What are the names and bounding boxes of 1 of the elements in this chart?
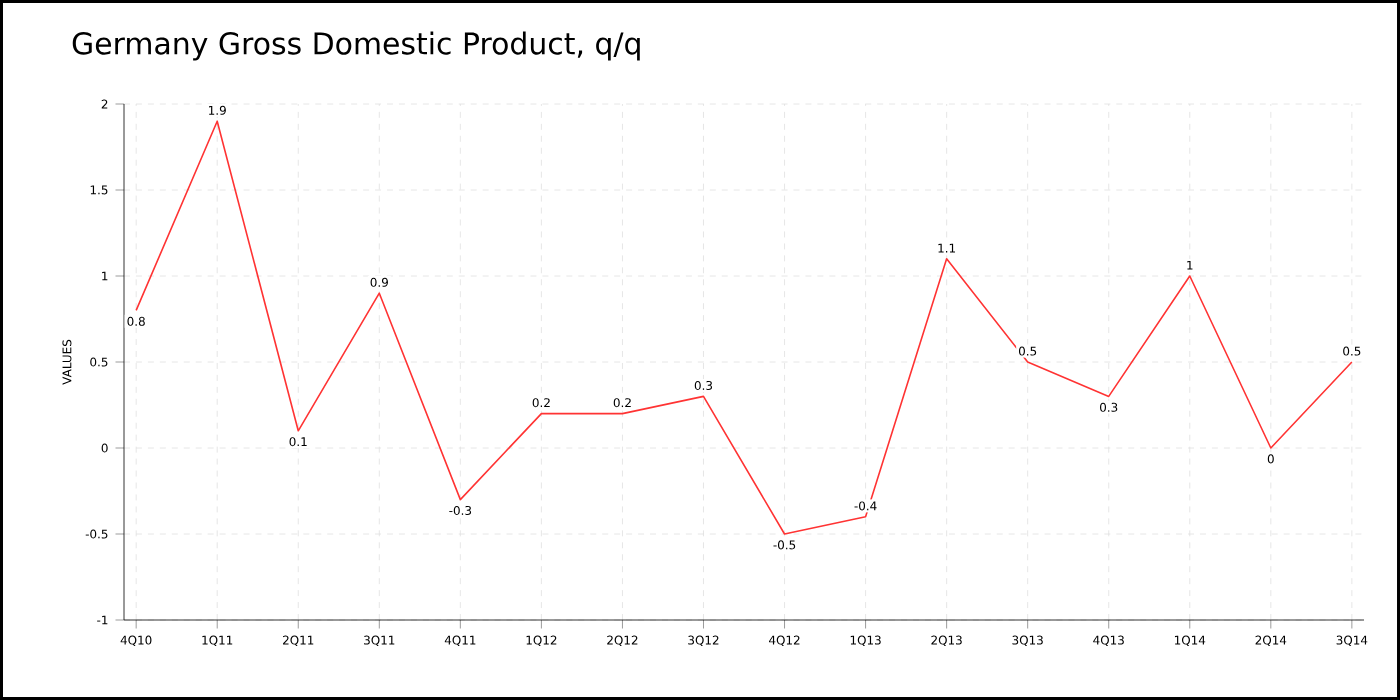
chart-title: Germany Gross Domestic Product, q/q [72, 31, 640, 61]
